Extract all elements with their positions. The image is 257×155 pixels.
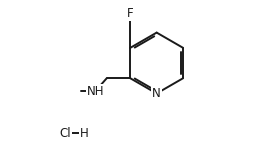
Text: Cl: Cl — [60, 127, 71, 140]
Text: H: H — [80, 127, 89, 140]
Text: F: F — [127, 7, 134, 20]
Text: N: N — [152, 87, 161, 100]
Text: NH: NH — [87, 85, 104, 98]
